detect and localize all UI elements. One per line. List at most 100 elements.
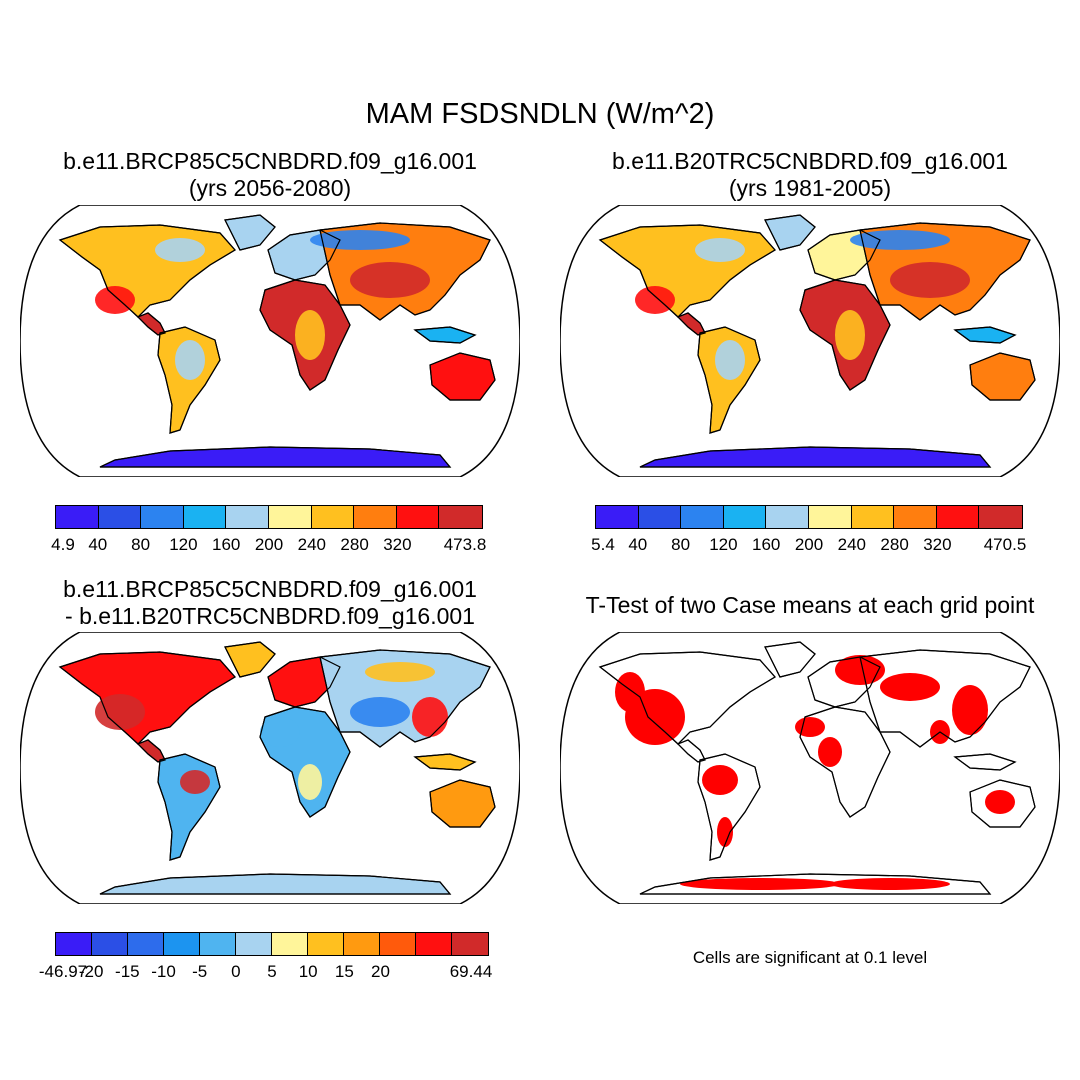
bottom-left-title-line1: b.e11.BRCP85C5CNBDRD.f09_g16.001 bbox=[63, 576, 477, 602]
colorbar-tick-label: 200 bbox=[254, 535, 284, 554]
map-future bbox=[20, 205, 520, 477]
colorbar-swatch bbox=[439, 506, 482, 528]
top-left-title-line2: (yrs 2056-2080) bbox=[188, 175, 352, 201]
colorbar-swatch bbox=[226, 506, 269, 528]
colorbar-tick-label: 15 bbox=[334, 962, 354, 981]
colorbar-swatch bbox=[354, 506, 397, 528]
colorbar-tick-label: 5.4 bbox=[591, 535, 615, 554]
colorbar-tick-label: 10 bbox=[298, 962, 318, 981]
significant-cells bbox=[717, 817, 733, 847]
colorbar-swatch bbox=[979, 506, 1022, 528]
colorbar-tick-label: 200 bbox=[794, 535, 824, 554]
field-patch bbox=[890, 262, 970, 298]
colorbar-tick-label: 40 bbox=[88, 535, 108, 554]
colorbar-swatch bbox=[98, 506, 142, 528]
top-right-title-line2: (yrs 1981-2005) bbox=[728, 175, 892, 201]
colorbar-tick-label: 240 bbox=[297, 535, 326, 554]
bottom-right-title: T-Test of two Case means at each grid po… bbox=[585, 592, 1035, 618]
colorbar-tick-label: 160 bbox=[212, 535, 241, 554]
colorbar-tick-label: -15 bbox=[115, 962, 140, 981]
colorbar-swatch bbox=[596, 506, 639, 528]
colorbar-swatch bbox=[235, 933, 272, 955]
bottom-left-title-line2: - b.e11.B20TRC5CNBDRD.f09_g16.001 bbox=[65, 603, 475, 629]
colorbar-tick-label: 280 bbox=[340, 535, 369, 554]
bottom-left-title: b.e11.BRCP85C5CNBDRD.f09_g16.001 - b.e11… bbox=[20, 576, 520, 630]
field-patch bbox=[298, 764, 322, 800]
field-patch bbox=[635, 286, 675, 314]
field-patch bbox=[835, 310, 865, 360]
field-patch bbox=[175, 340, 205, 380]
field-patch bbox=[260, 717, 300, 747]
colorbar-swatch bbox=[91, 933, 128, 955]
map-border bbox=[20, 205, 520, 477]
colorbar-swatch bbox=[766, 506, 809, 528]
colorbar-swatch bbox=[199, 933, 236, 955]
field-patch bbox=[715, 340, 745, 380]
colorbar-swatch bbox=[268, 506, 312, 528]
colorbar-swatch bbox=[307, 933, 344, 955]
colorbar-tick-label: 320 bbox=[923, 535, 952, 554]
field-patch bbox=[155, 238, 205, 262]
colorbar-tick-label: -10 bbox=[151, 962, 176, 981]
significant-cells bbox=[835, 655, 885, 685]
colorbar-difference bbox=[55, 932, 489, 956]
significant-cells bbox=[702, 765, 738, 795]
significant-cells bbox=[680, 878, 840, 890]
colorbar-future bbox=[55, 505, 483, 529]
main-title: MAM FSDSNDLN (W/m^2) bbox=[365, 98, 715, 130]
significant-cells bbox=[830, 878, 950, 890]
significance-note: Cells are significant at 0.1 level bbox=[692, 948, 928, 967]
colorbar-tick-label: 470.5 bbox=[983, 535, 1027, 554]
colorbar-tick-label: 240 bbox=[837, 535, 866, 554]
field-patch bbox=[95, 694, 145, 730]
colorbar-swatch bbox=[141, 506, 184, 528]
map-border bbox=[20, 632, 520, 904]
colorbar-tick-label: 120 bbox=[169, 535, 198, 554]
colorbar-tick-label: 473.8 bbox=[443, 535, 487, 554]
field-patch bbox=[350, 697, 410, 727]
colorbar-swatch bbox=[808, 506, 852, 528]
colorbar-swatch bbox=[379, 933, 416, 955]
map-ttest bbox=[560, 632, 1060, 904]
colorbar-swatch bbox=[396, 506, 440, 528]
map-difference bbox=[20, 632, 520, 904]
colorbar-tick-label: 0 bbox=[231, 962, 241, 981]
colorbar-swatch bbox=[183, 506, 227, 528]
colorbar-swatch bbox=[127, 933, 164, 955]
colorbar-swatch bbox=[851, 506, 895, 528]
colorbar-tick-label: -20 bbox=[78, 962, 104, 981]
field-patch bbox=[365, 662, 435, 682]
significant-cells bbox=[795, 717, 825, 737]
top-right-title: b.e11.B20TRC5CNBDRD.f09_g16.001 (yrs 198… bbox=[560, 148, 1060, 202]
colorbar-historical bbox=[595, 505, 1023, 529]
colorbar-tick-label: -5 bbox=[192, 962, 208, 981]
field-patch bbox=[412, 697, 448, 737]
field-patch bbox=[310, 230, 410, 250]
colorbar-tick-label: 160 bbox=[752, 535, 781, 554]
colorbar-tick-label: 80 bbox=[671, 535, 691, 554]
colorbar-tick-label: 4.9 bbox=[51, 535, 75, 554]
colorbar-swatch bbox=[56, 933, 92, 955]
colorbar-tick-label: 69.44 bbox=[449, 962, 493, 981]
colorbar-tick-label: 120 bbox=[709, 535, 738, 554]
field-patch bbox=[295, 310, 325, 360]
colorbar-swatch bbox=[451, 933, 488, 955]
map-border bbox=[560, 205, 1060, 477]
field-patch bbox=[850, 230, 950, 250]
colorbar-swatch bbox=[271, 933, 308, 955]
colorbar-swatch bbox=[163, 933, 200, 955]
colorbar-tick-label: 40 bbox=[628, 535, 648, 554]
colorbar-tick-label: 280 bbox=[880, 535, 909, 554]
map-border bbox=[560, 632, 1060, 904]
field-patch bbox=[180, 770, 210, 794]
top-left-title-line1: b.e11.BRCP85C5CNBDRD.f09_g16.001 bbox=[63, 148, 477, 174]
colorbar-tick-label: 20 bbox=[371, 962, 390, 981]
colorbar-swatch bbox=[638, 506, 682, 528]
field-patch bbox=[695, 238, 745, 262]
colorbar-swatch bbox=[894, 506, 937, 528]
colorbar-swatch bbox=[681, 506, 724, 528]
significant-cells bbox=[880, 673, 940, 701]
field-patch bbox=[350, 262, 430, 298]
colorbar-swatch bbox=[415, 933, 452, 955]
field-patch bbox=[95, 286, 135, 314]
